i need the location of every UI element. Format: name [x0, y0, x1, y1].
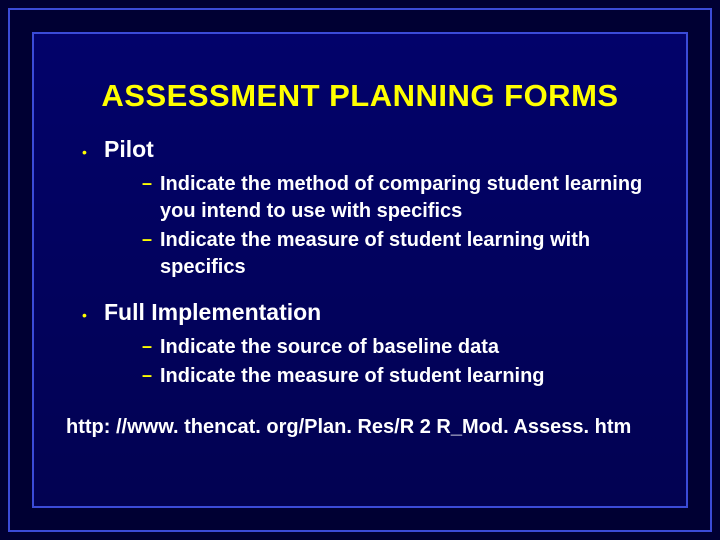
bullet-icon: • [82, 307, 104, 323]
section-head: • Full Implementation [82, 299, 656, 326]
dash-icon: – [142, 227, 160, 251]
list-item: – Indicate the source of baseline data [82, 334, 656, 361]
section-heading: Pilot [104, 136, 154, 163]
dash-icon: – [142, 334, 160, 358]
footer-url: http: //www. thencat. org/Plan. Res/R 2 … [64, 416, 656, 439]
section-heading: Full Implementation [104, 299, 321, 326]
slide-inner-frame: ASSESSMENT PLANNING FORMS • Pilot – Indi… [32, 32, 688, 508]
bullet-icon: • [82, 144, 104, 160]
list-item-text: Indicate the method of comparing student… [160, 171, 656, 225]
list-item: – Indicate the measure of student learni… [82, 227, 656, 281]
section-head: • Pilot [82, 136, 656, 163]
slide-title: ASSESSMENT PLANNING FORMS [64, 78, 656, 114]
slide-outer-frame: ASSESSMENT PLANNING FORMS • Pilot – Indi… [8, 8, 712, 532]
section-pilot: • Pilot – Indicate the method of compari… [64, 136, 656, 281]
list-item-text: Indicate the measure of student learning… [160, 227, 656, 281]
dash-icon: – [142, 363, 160, 387]
list-item-text: Indicate the source of baseline data [160, 334, 499, 361]
list-item: – Indicate the measure of student learni… [82, 363, 656, 390]
list-item-text: Indicate the measure of student learning [160, 363, 545, 390]
section-full-implementation: • Full Implementation – Indicate the sou… [64, 299, 656, 390]
list-item: – Indicate the method of comparing stude… [82, 171, 656, 225]
dash-icon: – [142, 171, 160, 195]
